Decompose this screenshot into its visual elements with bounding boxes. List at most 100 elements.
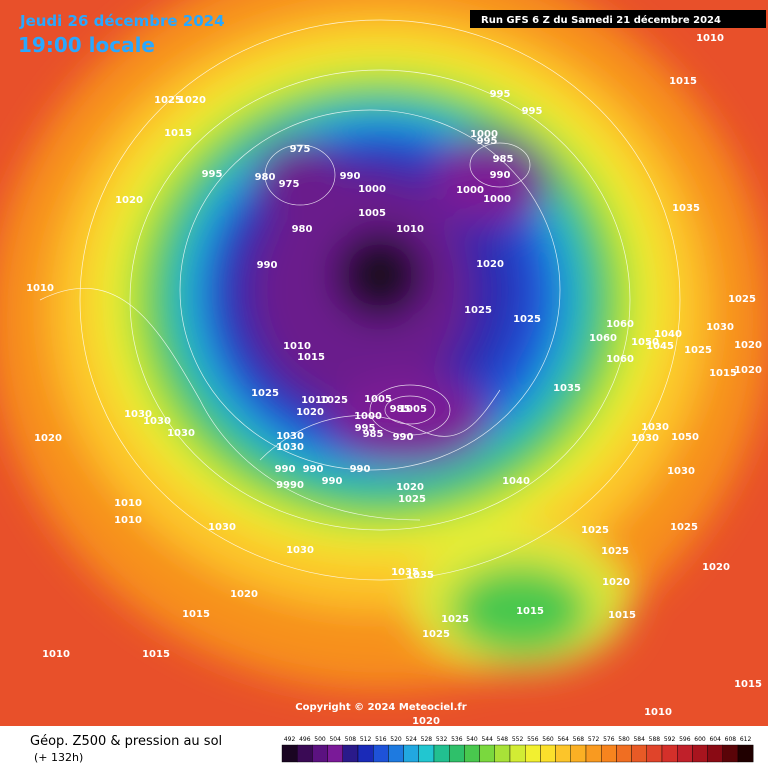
isobar-label: 1020 [412, 716, 440, 727]
colorbar-tick-label: 544 [481, 736, 493, 743]
isobar-label: 1020 [602, 577, 630, 588]
isobar-label: 1025 [670, 522, 698, 533]
isobar-label: 1015 [142, 649, 170, 660]
isobars [39, 19, 681, 581]
isobar-label: 980 [292, 224, 313, 235]
isobar-label: 1000 [456, 185, 484, 196]
isobar-label: 985 [493, 154, 514, 165]
isobar-label: 1030 [276, 442, 304, 453]
geopotential-field [0, 0, 768, 726]
colorbar-swatch [342, 744, 359, 763]
isobar-label: 1010 [301, 395, 329, 406]
isobar-label: 1025 [728, 294, 756, 305]
isobar-label: 1045 [646, 341, 674, 352]
colorbar-tick-label: 512 [360, 736, 372, 743]
isobar-label: 1030 [276, 431, 304, 442]
isobar-label: 1005 [358, 208, 386, 219]
colorbar-tick-label: 556 [527, 736, 539, 743]
colorbar-tick-label: 540 [466, 736, 478, 743]
colorbar-swatch [418, 744, 435, 763]
isobar-label: 1060 [589, 333, 617, 344]
colorbar-swatch [479, 744, 496, 763]
isobar-label: 1025 [320, 395, 348, 406]
isobar-label: 990 [340, 171, 361, 182]
isobar-label: 1035 [391, 567, 419, 578]
isobar-label: 990 [303, 464, 324, 475]
colorbar-tick-label: 500 [314, 736, 326, 743]
colorbar-swatch [403, 744, 420, 763]
isobar-label: 1030 [641, 422, 669, 433]
time-label: 19:00 locale [18, 33, 155, 57]
isobar-label: 1025 [441, 614, 469, 625]
colorbar-tick-label: 560 [542, 736, 554, 743]
colorbar-swatch [737, 744, 754, 763]
isobar-label: 1020 [296, 407, 324, 418]
isobar-label: 1005 [364, 394, 392, 405]
colorbar-tick-label: 536 [451, 736, 463, 743]
isobar-label: 990 [393, 432, 414, 443]
isobar-label: 975 [290, 144, 311, 155]
isobar-label: 1030 [631, 433, 659, 444]
colorbar-tick-label: 516 [375, 736, 387, 743]
colorbar-tick-label: 504 [329, 736, 341, 743]
isobar-label: 990 [350, 464, 371, 475]
isobar-label: 1030 [667, 466, 695, 477]
isobar-label: 1040 [654, 329, 682, 340]
isobar-label: 1010 [114, 515, 142, 526]
colorbar-swatch [646, 744, 663, 763]
isobar-label: 1035 [553, 383, 581, 394]
isobar-label: 1030 [208, 522, 236, 533]
isobar-label: 1000 [470, 129, 498, 140]
isobar-label: 1010 [696, 33, 724, 44]
colorbar-swatch [281, 744, 298, 763]
isobar-label: 1050 [631, 337, 659, 348]
isobar-label: 1040 [502, 476, 530, 487]
isobar-label: 1020 [734, 340, 762, 351]
colorbar-swatch [722, 744, 739, 763]
colorbar-tick-label: 568 [573, 736, 585, 743]
colorbar-swatch [312, 744, 328, 763]
colorbar-swatch [692, 744, 708, 763]
colorbar-swatch [707, 744, 723, 763]
run-label: Run GFS 6 Z du Samedi 21 décembre 2024 [481, 14, 721, 26]
colorbar-tick-label: 528 [421, 736, 433, 743]
isobar-label: 1020 [115, 195, 143, 206]
isobar-label: 1020 [34, 433, 62, 444]
colorbar-swatch [601, 744, 617, 763]
colorbar-swatch [540, 744, 556, 763]
footer-lead: (+ 132h) [34, 751, 83, 764]
colorbar-tick-label: 608 [725, 736, 737, 743]
colorbar-tick-label: 604 [709, 736, 721, 743]
isobar-label: 1015 [709, 368, 737, 379]
colorbar-tick-label: 612 [740, 736, 752, 743]
isobar-label: 1010 [644, 707, 672, 718]
isobar-label: 1015 [734, 679, 762, 690]
footer-title: Géop. Z500 & pression au sol [30, 734, 222, 749]
isobar-label: 1025 [464, 305, 492, 316]
isobar-label: 1015 [164, 128, 192, 139]
colorbar-tick-label: 508 [345, 736, 357, 743]
isobar-label: 995 [522, 106, 543, 117]
colorbar-tick-label: 496 [299, 736, 311, 743]
colorbar-tick-label: 552 [512, 736, 524, 743]
isobar-label: 1025 [154, 95, 182, 106]
colorbar-swatch [494, 744, 511, 763]
colorbar-swatch [661, 744, 678, 763]
colorbar-tick-label: 548 [497, 736, 509, 743]
isobar-label: 1035 [672, 203, 700, 214]
colorbar-swatch [585, 744, 602, 763]
isobar-label: 1010 [42, 649, 70, 660]
isobar-label: 1025 [422, 629, 450, 640]
isobar-label: 1025 [398, 494, 426, 505]
isobar-label: 1000 [358, 184, 386, 195]
colorbar-swatch [555, 744, 571, 763]
copyright: Copyright © 2024 Meteociel.fr [295, 702, 466, 713]
colorbar-swatch [449, 744, 465, 763]
isobar-label: 1060 [606, 354, 634, 365]
isobar-label: 985 [363, 429, 384, 440]
colorbar-swatch [616, 744, 632, 763]
isobar-label: 990 [257, 260, 278, 271]
run-box [470, 10, 766, 28]
